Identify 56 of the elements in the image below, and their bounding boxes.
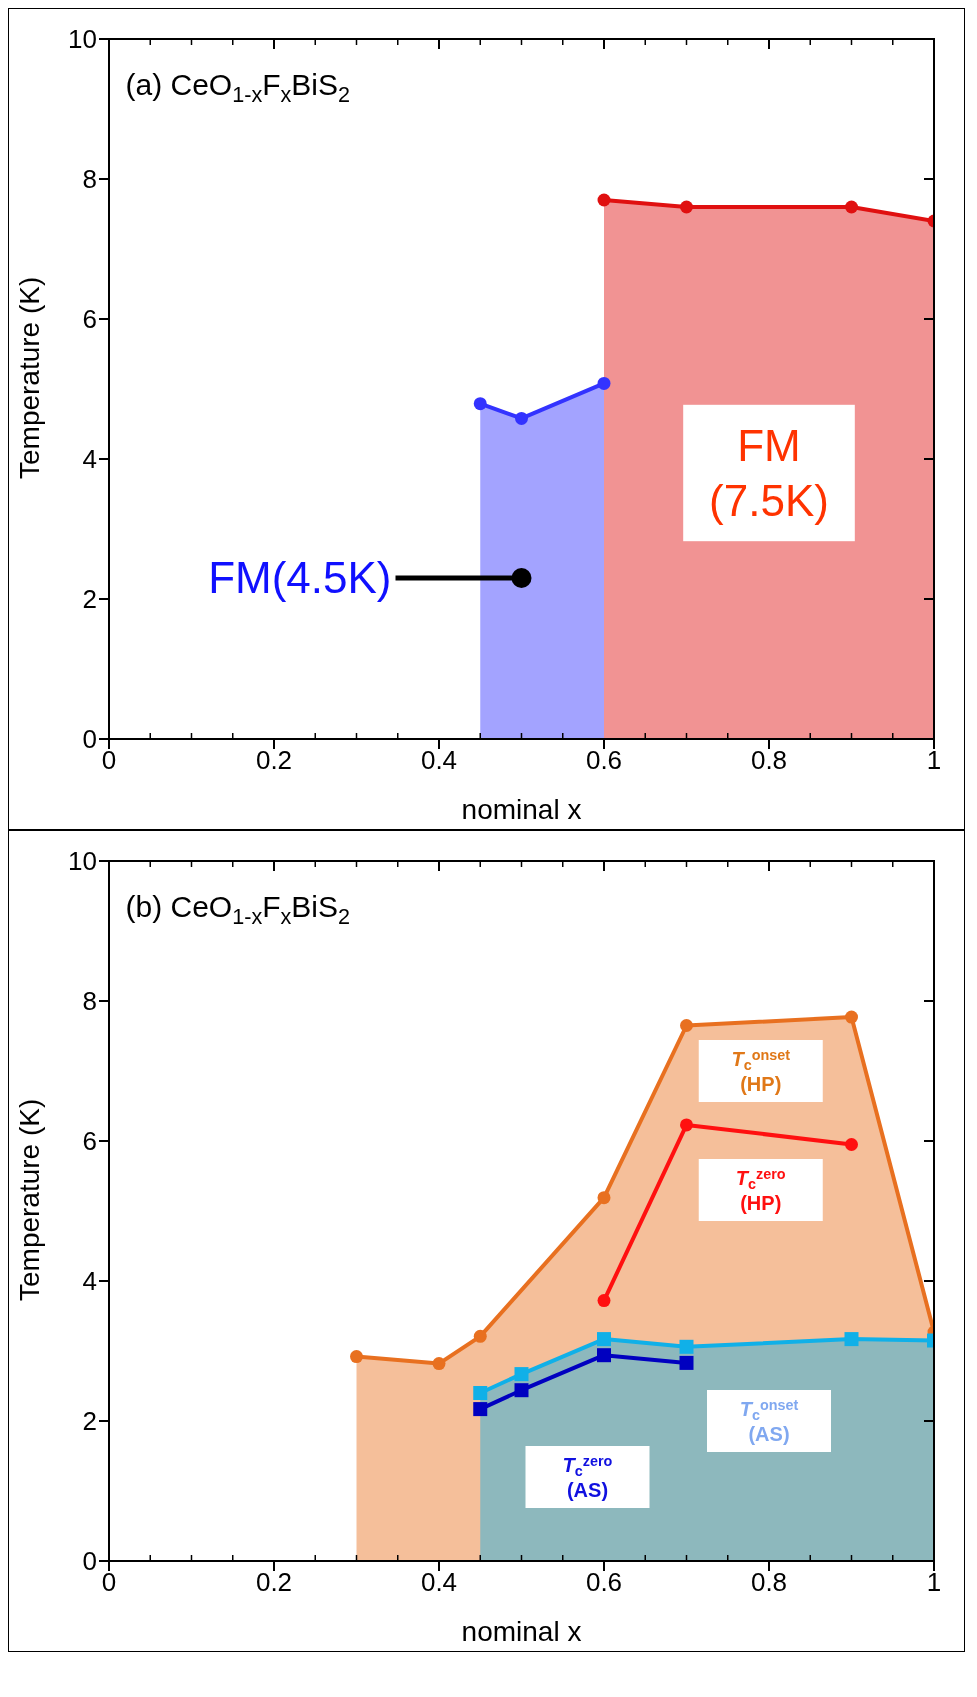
y-tick-label: 6 <box>82 304 97 335</box>
point <box>680 1118 693 1132</box>
y-tick-label: 8 <box>82 164 97 195</box>
y-tick-label: 4 <box>82 1266 97 1297</box>
point <box>432 1357 446 1371</box>
point <box>473 1329 487 1343</box>
point <box>680 200 693 214</box>
point <box>350 1350 363 1364</box>
point <box>514 1383 529 1398</box>
point <box>597 193 611 207</box>
x-tick-label: 1 <box>926 745 942 776</box>
x-tick-label: 1 <box>926 1567 942 1598</box>
point <box>845 200 858 214</box>
point <box>473 1402 488 1417</box>
y-tick-label: 0 <box>82 724 97 755</box>
y-tick-label: 4 <box>82 444 97 475</box>
point <box>473 1386 488 1400</box>
y-tick-label: 6 <box>82 1126 97 1157</box>
point <box>597 1332 611 1347</box>
annotation: FM (7.5K) <box>709 420 829 525</box>
point <box>514 1367 529 1382</box>
point <box>679 1355 694 1370</box>
point <box>597 1191 611 1205</box>
y-tick-label: 2 <box>82 1406 97 1437</box>
y-axis-title: Temperature (K) <box>13 1098 45 1301</box>
annotation: (b) CeO$_{1-x}$F$_{x}$BiS$_{2}$ <box>125 890 351 929</box>
x-tick-label: 0.2 <box>255 745 293 776</box>
point <box>844 1332 859 1347</box>
point <box>845 1138 858 1151</box>
point <box>680 1019 693 1032</box>
annotation: FM(4.5K) <box>208 553 392 603</box>
point <box>845 1010 858 1024</box>
point <box>679 1339 694 1354</box>
x-tick-label: 0.8 <box>750 1567 788 1598</box>
annotation: (a) CeO$_{1-x}$F$_{x}$BiS$_{2}$ <box>125 68 351 107</box>
x-tick-label: 0.4 <box>420 745 458 776</box>
x-tick-label: 0.6 <box>585 745 623 776</box>
y-tick-label: 8 <box>82 986 97 1017</box>
y-tick-label: 10 <box>68 846 97 877</box>
y-tick-label: 0 <box>82 1546 97 1577</box>
x-tick-label: 0 <box>101 745 117 776</box>
x-tick-label: 0.4 <box>420 1567 458 1598</box>
point <box>473 397 487 411</box>
x-tick-label: 0.6 <box>585 1567 623 1598</box>
point <box>597 1294 611 1308</box>
point <box>597 376 611 390</box>
x-axis-title: nominal x <box>461 794 582 825</box>
x-tick-label: 0 <box>101 1567 117 1598</box>
x-tick-label: 0.2 <box>255 1567 293 1598</box>
y-tick-label: 10 <box>68 24 97 55</box>
x-tick-label: 0.8 <box>750 745 788 776</box>
y-tick-label: 2 <box>82 584 97 615</box>
y-axis-title: Temperature (K) <box>13 276 45 479</box>
x-axis-title: nominal x <box>461 1616 582 1647</box>
point <box>515 411 528 425</box>
point <box>597 1348 611 1363</box>
